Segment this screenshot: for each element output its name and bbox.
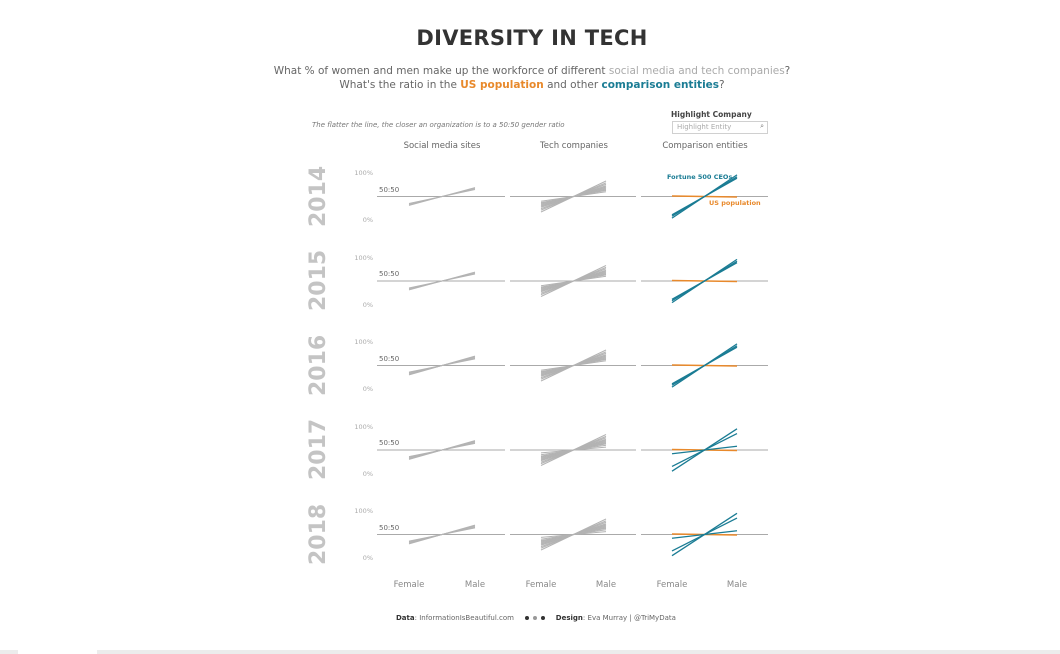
footer-design-label: Design	[555, 614, 583, 622]
y-tick-100: 100%	[354, 338, 373, 346]
line-comparison-entity	[671, 346, 738, 385]
line-comparison-entity	[671, 445, 738, 455]
subtitle-line-1: What % of women and men make up the work…	[0, 65, 1060, 77]
y-tick-0: 0%	[362, 216, 373, 224]
y-tick-0: 0%	[362, 469, 373, 478]
subtitle-text: ?	[784, 65, 791, 77]
page-title: DIVERSITY IN TECH	[416, 26, 648, 50]
line-social-company	[408, 527, 476, 542]
subtitle-text: ?	[719, 79, 725, 91]
y-tick-100: 100%	[354, 422, 373, 431]
y-tick-0: 0%	[362, 300, 373, 309]
reference-label-5050: 50:50	[379, 523, 400, 532]
y-tick-0: 0%	[362, 385, 373, 393]
y-tick-0: 0%	[362, 554, 373, 562]
highlight-entity-placeholder: Highlight Entity	[677, 123, 732, 131]
line-comparison-entity	[671, 262, 738, 300]
column-header-tech: Tech companies	[540, 141, 608, 151]
line-comparison-entity	[671, 177, 738, 216]
footer-dot-icon	[540, 616, 545, 620]
subtitle-highlight-us-population: US population	[460, 79, 544, 91]
reference-label-5050: 50:50	[379, 439, 400, 447]
x-label-female-tech: Female	[525, 580, 557, 590]
line-social-company	[408, 273, 476, 289]
subtitle-highlight-comparison: comparison entities	[601, 79, 720, 91]
line-social-company	[408, 358, 476, 373]
subtitle-text: and other	[543, 79, 602, 91]
status-bar	[97, 650, 1060, 654]
x-label-male-tech: Male	[595, 580, 617, 590]
x-label-male-social: Male	[464, 580, 486, 590]
annotation-us-population: US population	[709, 199, 761, 207]
subtitle-line-2: What's the ratio in the US population an…	[0, 79, 1060, 91]
line-tech-company	[540, 275, 607, 287]
footer-design-credit[interactable]: Eva Murray | @TriMyData	[587, 614, 676, 622]
subtitle-text: What's the ratio in the	[339, 79, 461, 91]
footer-data-source[interactable]: InformationIsBeautiful.com	[419, 614, 514, 622]
reference-label-5050: 50:50	[379, 270, 400, 278]
x-label-male-comparison: Male	[726, 580, 748, 590]
reference-label-5050: 50:50	[379, 354, 400, 363]
status-bar-segment	[0, 650, 18, 654]
search-icon: ⌕	[760, 122, 764, 130]
chart-note: The flatter the line, the closer an orga…	[312, 121, 565, 129]
x-label-female-comparison: Female	[656, 580, 688, 590]
line-tech-company	[540, 191, 607, 202]
subtitle-highlight-companies: social media and tech companies	[608, 65, 785, 77]
footer: Data: InformationIsBeautiful.com Design:…	[396, 614, 676, 622]
line-tech-company	[540, 360, 607, 371]
x-label-female-social: Female	[393, 580, 425, 590]
footer-dot-icon	[524, 616, 529, 620]
highlight-entity-input[interactable]: Highlight Entity ⌕	[672, 121, 768, 134]
line-social-company	[408, 442, 476, 458]
highlight-company-label: Highlight Company	[671, 110, 752, 119]
line-tech-company	[540, 446, 607, 454]
line-tech-company	[540, 531, 607, 538]
column-header-social: Social media sites	[403, 141, 481, 151]
y-tick-100: 100%	[354, 169, 373, 177]
annotation-fortune-500: Fortune 500 CEOs	[667, 173, 733, 181]
footer-dot-icon	[532, 616, 537, 620]
line-social-company	[408, 188, 476, 205]
line-comparison-entity	[671, 530, 738, 539]
reference-label-5050: 50:50	[379, 185, 400, 194]
subtitle-text: What % of women and men make up the work…	[273, 65, 609, 77]
footer-data-label: Data	[396, 614, 415, 622]
y-tick-100: 100%	[354, 507, 373, 515]
column-header-comparison: Comparison entities	[662, 141, 748, 151]
y-tick-100: 100%	[354, 253, 373, 262]
